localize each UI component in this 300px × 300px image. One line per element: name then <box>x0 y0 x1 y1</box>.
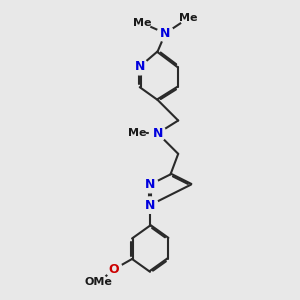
Text: Me: Me <box>133 18 152 28</box>
Circle shape <box>129 125 146 142</box>
Text: OMe: OMe <box>85 277 113 287</box>
Text: N: N <box>145 178 155 191</box>
Circle shape <box>142 176 158 193</box>
Text: Me: Me <box>128 128 146 138</box>
Text: O: O <box>109 263 119 276</box>
Circle shape <box>106 261 122 278</box>
Text: Me: Me <box>179 13 198 23</box>
Circle shape <box>149 125 166 142</box>
Text: N: N <box>145 199 155 212</box>
Text: N: N <box>135 60 145 73</box>
Circle shape <box>91 274 107 290</box>
Text: N: N <box>160 27 171 40</box>
Circle shape <box>157 25 174 41</box>
Circle shape <box>180 10 197 26</box>
Circle shape <box>131 58 148 75</box>
Text: N: N <box>152 127 163 140</box>
Circle shape <box>142 197 158 213</box>
Circle shape <box>134 15 151 31</box>
